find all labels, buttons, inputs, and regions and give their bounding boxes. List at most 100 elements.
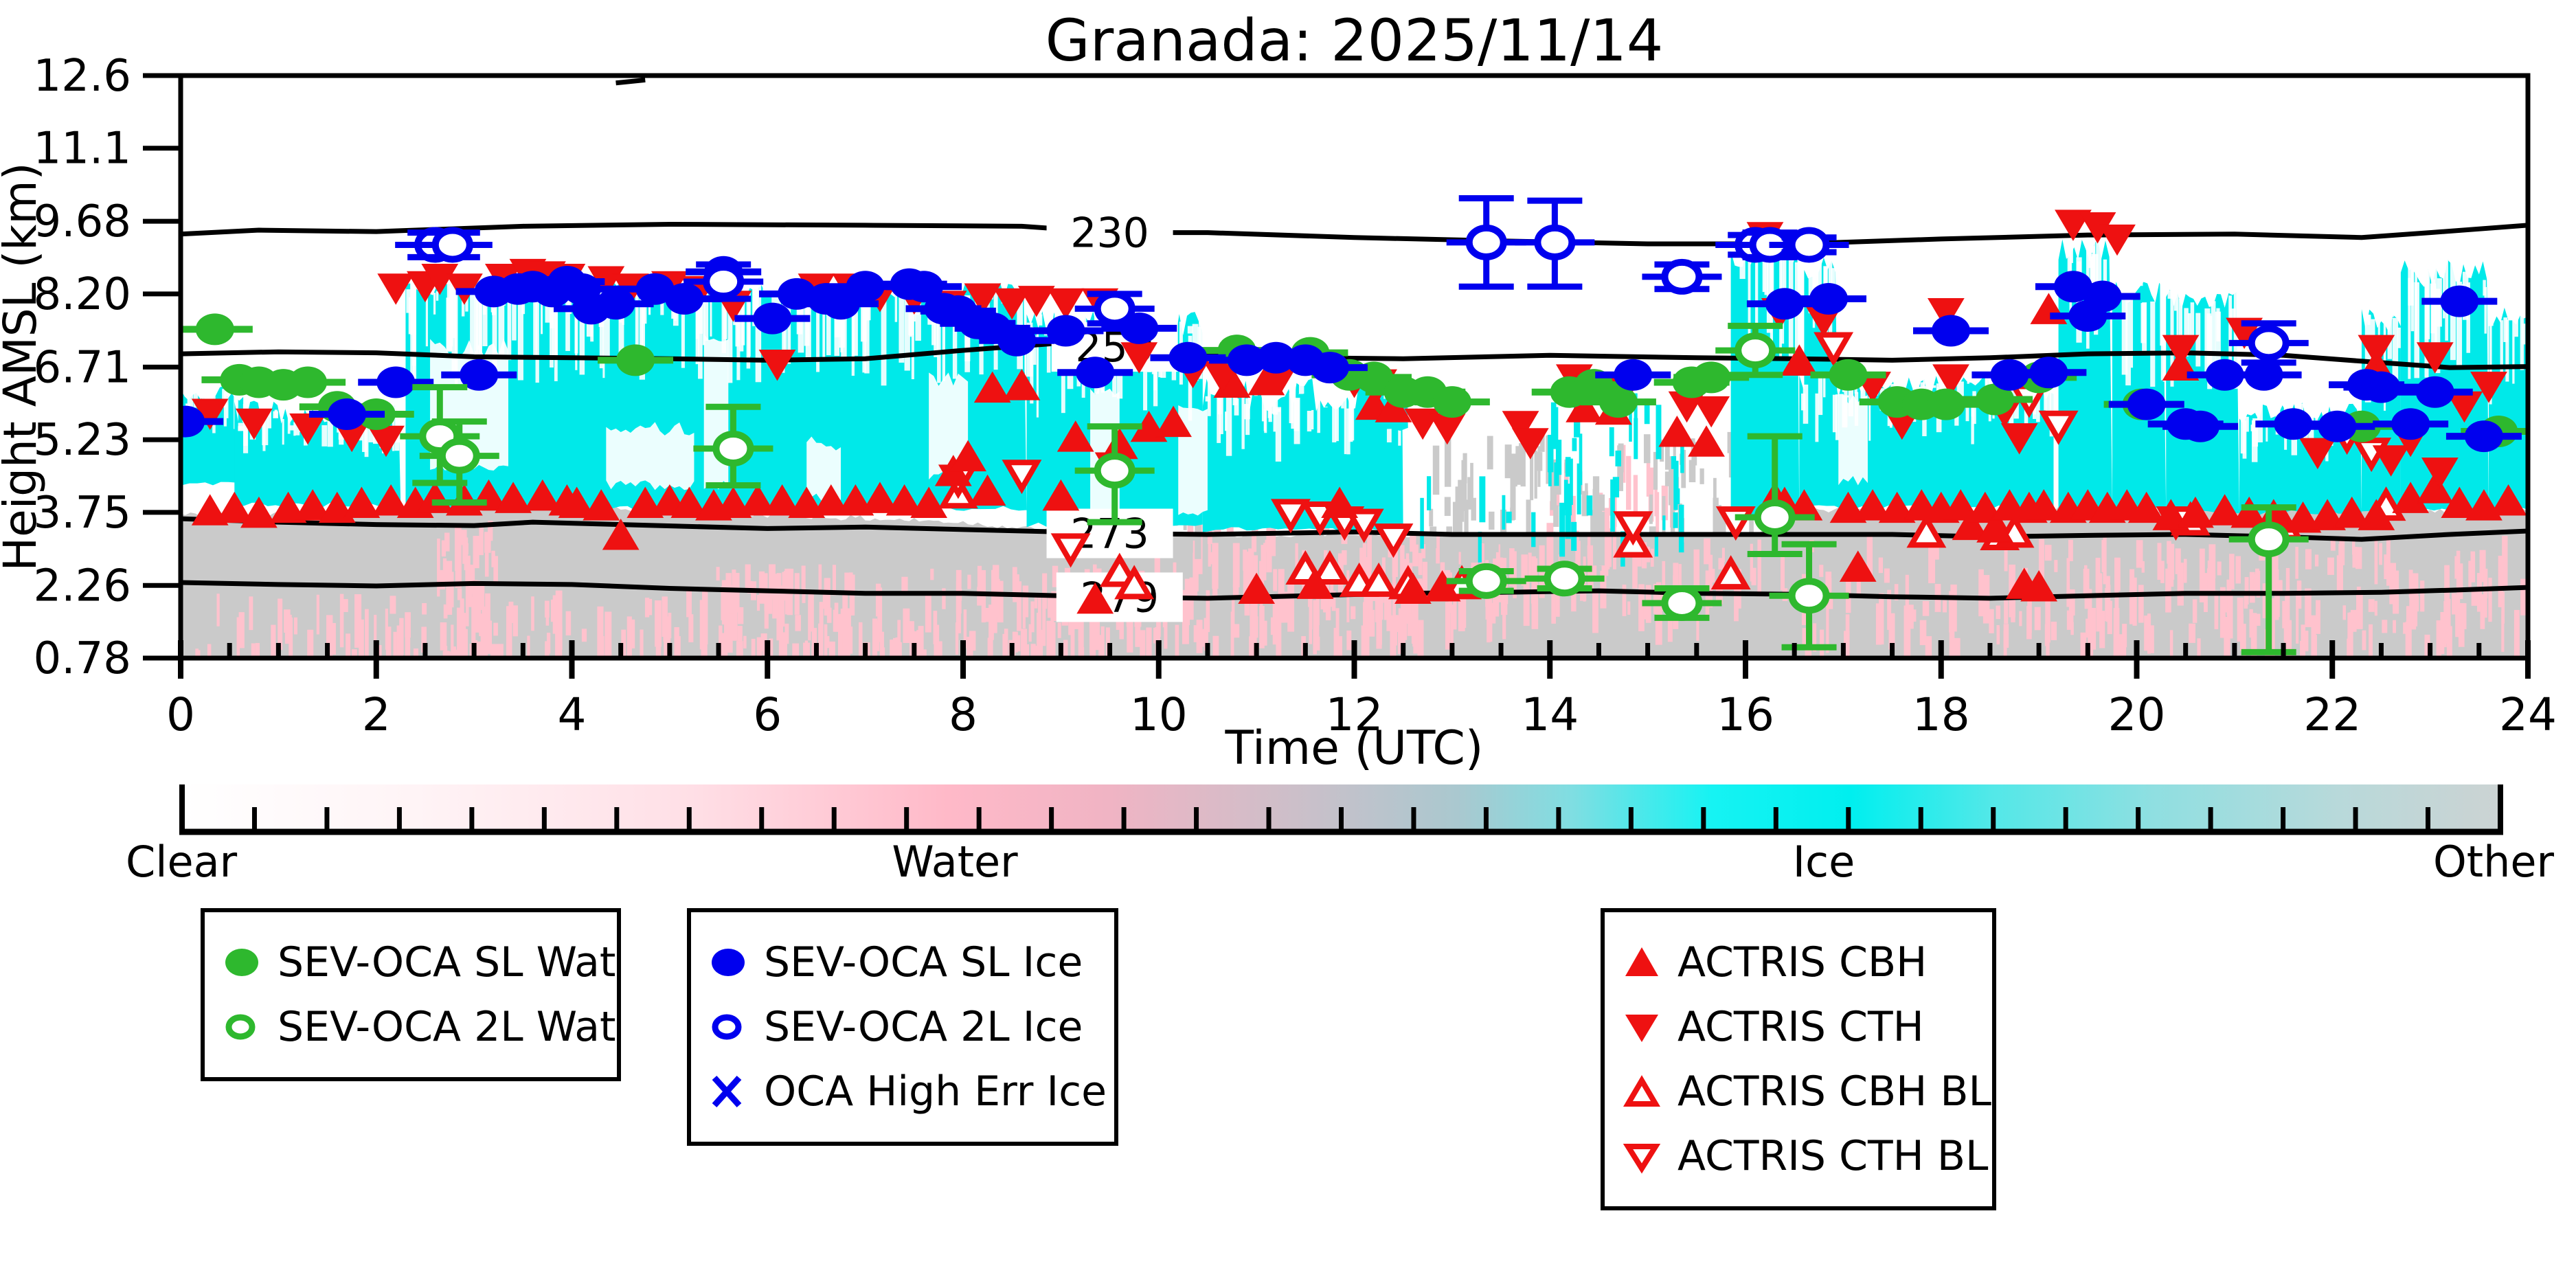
class-water-speckle	[474, 583, 482, 633]
class-water-speckle	[783, 634, 787, 658]
class-water-speckle	[1070, 620, 1075, 658]
class-water-speckle	[668, 613, 672, 639]
class-water-speckle	[981, 569, 986, 623]
class-water-speckle	[1047, 596, 1052, 618]
class-water-speckle	[448, 572, 454, 608]
class-ice-speckle	[1673, 512, 1678, 528]
class-water-speckle	[479, 582, 485, 611]
class-water-speckle	[488, 521, 493, 541]
class-water-speckle	[1695, 561, 1700, 590]
ice-texture	[517, 287, 523, 381]
class-ice-speckle	[1612, 477, 1620, 498]
class-water-speckle	[421, 626, 427, 653]
colorbar-label-ice: Ice	[1792, 837, 1855, 887]
class-water-speckle	[1950, 584, 1957, 632]
class-water-speckle	[1196, 620, 1203, 653]
ice-texture	[2522, 324, 2526, 345]
class-water-speckle	[795, 615, 801, 631]
circle-open-icon	[712, 1014, 742, 1040]
class-water-speckle	[2403, 622, 2408, 634]
class-water-speckle	[1287, 583, 1295, 632]
class-water-speckle	[674, 627, 679, 658]
class-water-speckle	[249, 596, 253, 631]
cth-marker	[2000, 423, 2038, 455]
class-water-speckle	[760, 633, 767, 652]
y-tick-label: 3.75	[34, 488, 132, 539]
circle-filled-icon	[712, 949, 745, 976]
class-water-speckle	[2440, 638, 2445, 655]
sl-wat-marker	[1926, 388, 1965, 420]
class-water-speckle	[729, 585, 735, 614]
ice-texture	[295, 423, 300, 436]
class-water-speckle	[1367, 517, 1372, 571]
class-water-speckle	[289, 639, 293, 658]
cbh-marker	[1658, 415, 1696, 447]
ice-texture	[2430, 286, 2437, 334]
class-water-speckle	[422, 603, 427, 615]
ice-texture	[911, 292, 914, 380]
class-water-speckle	[195, 650, 201, 658]
class-water-speckle	[1002, 633, 1006, 658]
class-ice-speckle	[1565, 490, 1571, 539]
ice-texture	[1344, 391, 1347, 455]
class-ice-speckle	[1420, 497, 1424, 549]
class-water-speckle	[2382, 620, 2388, 633]
class-water-speckle	[2352, 547, 2358, 568]
cbh-marker	[763, 484, 801, 516]
cbh-marker	[583, 489, 620, 521]
cbh-marker	[2309, 499, 2347, 530]
class-water-speckle	[1368, 595, 1373, 619]
class-water-speckle	[2066, 558, 2070, 602]
y-tick-label: 12.6	[34, 51, 132, 102]
class-other-speckle	[1669, 456, 1674, 492]
class-water-speckle	[1140, 630, 1146, 658]
class-water-speckle	[555, 590, 563, 627]
class-water-speckle	[2084, 589, 2090, 609]
class-water-speckle	[1313, 636, 1320, 651]
cth-marker	[993, 288, 1031, 320]
class-water-speckle	[1623, 444, 1626, 483]
class-water-speckle	[2480, 611, 2485, 629]
ice-texture	[1822, 376, 1826, 398]
ice-texture	[2510, 309, 2513, 314]
class-water-speckle	[1313, 602, 1320, 640]
ice-texture	[2434, 289, 2441, 374]
class-water-speckle	[480, 633, 486, 658]
class-water-speckle	[2501, 591, 2505, 624]
ice-texture	[1335, 398, 1339, 442]
class-water-speckle	[1046, 620, 1053, 658]
class-water-speckle	[2120, 636, 2127, 658]
class-water-speckle	[599, 610, 603, 651]
sl-wat-marker	[1598, 386, 1638, 418]
class-water-speckle	[1020, 629, 1028, 658]
ice-texture	[635, 293, 639, 374]
class-water-speckle	[925, 592, 931, 633]
class-water-speckle	[2311, 615, 2316, 658]
class-water-speckle	[1276, 617, 1282, 658]
class-water-speckle	[1626, 455, 1631, 510]
class-water-speckle	[2099, 611, 2105, 648]
cbh-marker	[2333, 496, 2371, 528]
class-water-speckle	[2253, 578, 2258, 593]
class-water-speckle	[1379, 603, 1382, 645]
class-other-speckle	[1455, 530, 1459, 572]
class-other-speckle	[1510, 473, 1516, 520]
class-ice-speckle	[1654, 532, 1658, 557]
class-ice-speckle	[1531, 512, 1536, 547]
x-tick-label: 18	[1912, 688, 1970, 741]
cbh-marker	[1829, 491, 1867, 523]
legend-item: ACTRIS CBH	[1623, 930, 1971, 995]
class-water-speckle	[1034, 646, 1039, 658]
ice-texture	[2367, 314, 2371, 325]
ice-texture	[412, 286, 417, 381]
ice-texture	[399, 414, 402, 426]
ice-texture	[861, 286, 867, 342]
sl-ice-marker	[2127, 388, 2166, 420]
class-water-speckle	[2471, 589, 2478, 606]
class-water-speckle	[1757, 539, 1761, 595]
cth-marker	[1428, 413, 1466, 445]
cbh-marker	[949, 440, 986, 472]
class-water-speckle	[365, 609, 369, 658]
plot-area: 230250273279	[181, 77, 2528, 658]
ice-texture	[449, 284, 456, 338]
